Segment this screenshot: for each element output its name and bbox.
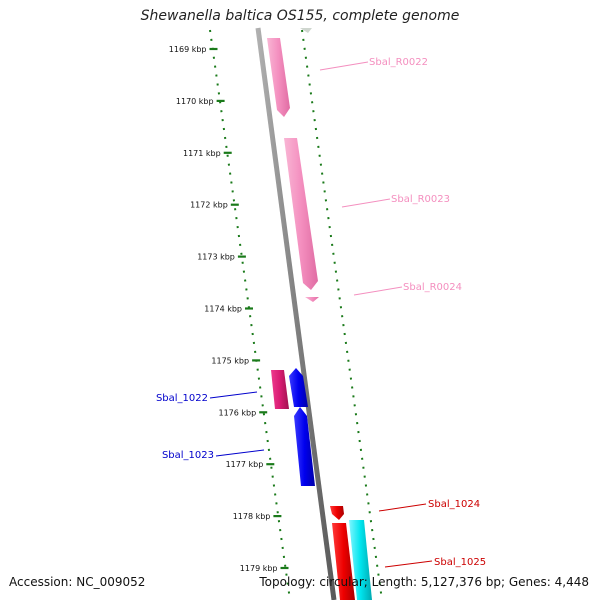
accession-text: Accession: NC_009052 xyxy=(9,575,146,589)
feature-sbal-1021[interactable] xyxy=(271,370,289,409)
leader-sbal-r0022 xyxy=(319,61,369,71)
topology-text: Topology: circular; Length: 5,127,376 bp… xyxy=(259,575,589,589)
leader-sbal-r0023 xyxy=(341,198,391,208)
leader-sbal-r0024 xyxy=(353,286,403,296)
tick-label: 1178 kbp xyxy=(233,512,271,521)
label-sbal-r0022[interactable]: Sbal_R0022 xyxy=(369,57,428,68)
leader-sbal-1024 xyxy=(378,503,427,512)
map-title: Shewanella baltica OS155, complete genom… xyxy=(140,8,460,24)
label-sbal-1025[interactable]: Sbal_1025 xyxy=(434,557,486,568)
tick-label: 1173 kbp xyxy=(197,253,235,262)
tick-label: 1174 kbp xyxy=(204,305,242,314)
tick-label: 1170 kbp xyxy=(176,97,214,106)
tick-label: 1172 kbp xyxy=(190,201,228,210)
tick-label: 1179 kbp xyxy=(240,564,278,573)
tick-label: 1171 kbp xyxy=(183,149,221,158)
feature-sbal-r0023[interactable] xyxy=(284,138,318,290)
feature-top-stub xyxy=(300,28,312,33)
tick-label: 1175 kbp xyxy=(211,356,249,365)
label-sbal-r0023[interactable]: Sbal_R0023 xyxy=(391,194,450,205)
feature-sbal-r0024[interactable] xyxy=(305,297,319,302)
tick-label: 1176 kbp xyxy=(218,408,256,417)
label-sbal-1023[interactable]: Sbal_1023 xyxy=(162,450,214,461)
tick-label: 1177 kbp xyxy=(226,460,264,469)
genome-backbone xyxy=(255,27,337,600)
leader-sbal-1023 xyxy=(215,449,265,457)
label-sbal-1024[interactable]: Sbal_1024 xyxy=(428,499,480,510)
tick-label: 1169 kbp xyxy=(169,45,207,54)
feature-sbal-1025[interactable] xyxy=(332,523,355,600)
feature-sbal-r0022[interactable] xyxy=(267,38,290,117)
leader-sbal-1022 xyxy=(209,391,258,399)
leader-sbal-1025 xyxy=(384,560,433,568)
feature-sbal-1022[interactable] xyxy=(289,368,308,407)
label-sbal-r0024[interactable]: Sbal_R0024 xyxy=(403,282,462,293)
label-sbal-1022[interactable]: Sbal_1022 xyxy=(156,393,208,404)
feature-sbal-1026[interactable] xyxy=(349,520,372,600)
feature-sbal-1023[interactable] xyxy=(294,407,315,486)
feature-sbal-1024[interactable] xyxy=(330,506,344,520)
